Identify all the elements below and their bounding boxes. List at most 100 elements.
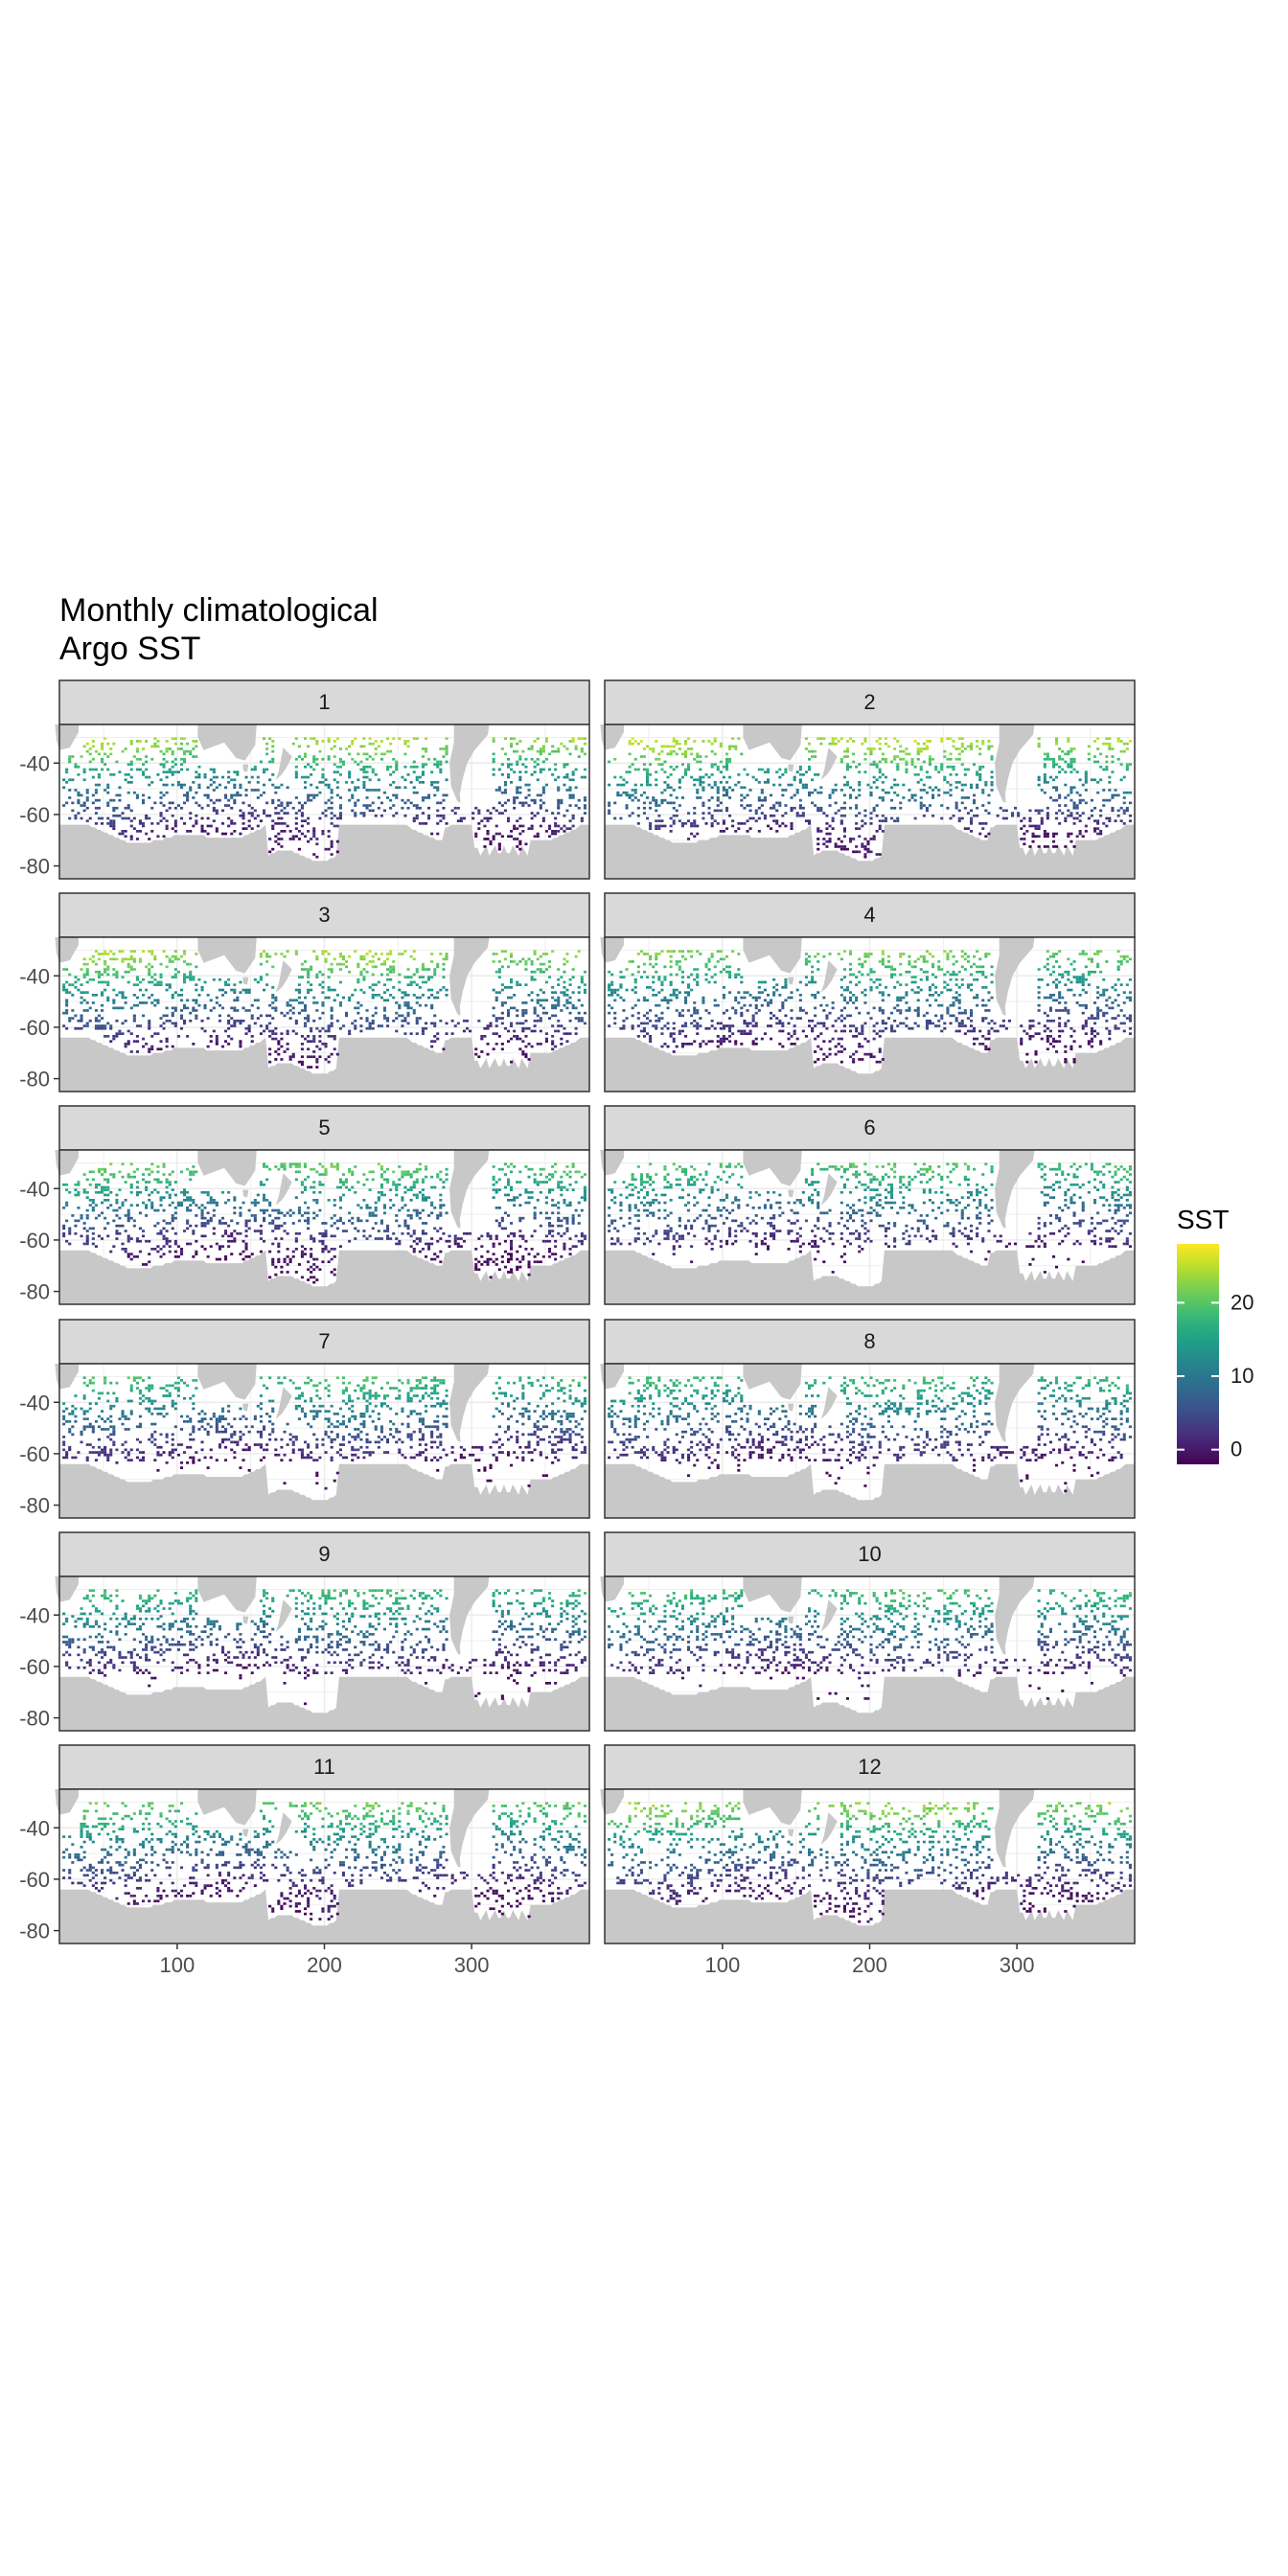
sst-cell: [494, 953, 498, 955]
sst-cell: [863, 1037, 867, 1041]
sst-cell: [619, 1026, 623, 1030]
sst-cell: [486, 1024, 490, 1027]
sst-cell: [896, 765, 900, 769]
sst-cell: [722, 775, 725, 779]
sst-cell: [544, 953, 548, 955]
sst-cell: [881, 1019, 885, 1023]
sst-cell: [660, 1011, 664, 1015]
sst-cell: [1084, 1019, 1088, 1023]
sst-cell: [277, 832, 281, 836]
sst-cell: [118, 814, 122, 817]
sst-cell: [186, 791, 190, 794]
sst-cell: [646, 1022, 650, 1025]
sst-cell: [541, 745, 545, 748]
sst-cell: [987, 991, 991, 994]
sst-cell: [335, 786, 339, 790]
sst-cell: [180, 763, 184, 766]
sst-cell: [672, 1022, 676, 1025]
sst-cell: [639, 740, 643, 743]
sst-cell: [669, 965, 673, 969]
sst-cell: [863, 847, 867, 851]
sst-cell: [849, 1014, 853, 1018]
sst-cell: [109, 1040, 113, 1043]
sst-cell: [233, 786, 237, 790]
sst-cell: [954, 991, 958, 994]
sst-cell: [304, 1037, 308, 1041]
sst-cell: [886, 965, 890, 969]
sst-cell: [233, 794, 237, 797]
sst-cell: [97, 1214, 101, 1217]
sst-cell: [652, 748, 656, 750]
sst-cell: [224, 804, 228, 807]
sst-cell: [101, 1026, 104, 1030]
sst-cell: [135, 978, 139, 981]
sst-cell: [186, 794, 190, 797]
sst-cell: [949, 988, 953, 992]
sst-cell: [1072, 976, 1076, 978]
sst-cell: [713, 980, 717, 984]
sst-cell: [354, 950, 357, 954]
sst-cell: [987, 748, 991, 750]
sst-cell: [1043, 965, 1046, 969]
sst-cell: [356, 965, 360, 969]
sst-cell: [445, 957, 448, 961]
sst-cell: [855, 827, 859, 830]
sst-cell: [215, 812, 218, 815]
sst-cell: [392, 757, 396, 761]
sst-cell: [218, 798, 221, 802]
sst-cell: [165, 775, 169, 779]
sst-cell: [91, 1199, 95, 1202]
sst-cell: [960, 745, 964, 748]
sst-cell: [642, 996, 646, 1000]
sst-cell: [672, 1040, 676, 1043]
sst-cell: [790, 796, 794, 799]
sst-cell: [265, 1024, 269, 1027]
sst-cell: [126, 781, 130, 784]
sst-cell: [445, 1022, 448, 1025]
sst-cell: [94, 768, 98, 771]
sst-cell: [963, 1032, 967, 1035]
sst-cell: [304, 1024, 308, 1027]
sst-cell: [713, 740, 717, 743]
sst-cell: [91, 954, 95, 958]
sst-cell: [666, 1045, 670, 1048]
sst-cell: [265, 768, 269, 771]
sst-cell: [852, 1052, 856, 1056]
sst-cell: [770, 827, 773, 830]
sst-cell: [866, 842, 870, 846]
sst-cell: [1061, 1029, 1065, 1033]
sst-cell: [571, 770, 575, 773]
sst-cell: [869, 748, 873, 750]
sst-cell: [307, 1055, 310, 1059]
sst-cell: [183, 783, 187, 787]
sst-cell: [230, 832, 234, 836]
sst-cell: [878, 827, 882, 830]
sst-cell: [577, 1011, 581, 1015]
sst-cell: [173, 737, 177, 741]
sst-cell: [1064, 770, 1068, 773]
sst-cell: [716, 1022, 720, 1025]
sst-cell: [696, 968, 700, 971]
sst-cell: [335, 1052, 339, 1056]
sst-cell: [925, 950, 929, 954]
sst-cell: [256, 1017, 260, 1020]
sst-cell: [304, 835, 308, 839]
sst-cell: [1037, 812, 1041, 815]
sst-cell: [814, 1024, 817, 1027]
sst-cell: [1090, 1014, 1093, 1018]
sst-cell: [707, 806, 711, 810]
sst-cell: [356, 978, 360, 981]
sst-cell: [613, 1017, 617, 1020]
sst-cell: [642, 962, 646, 966]
sst-cell: [88, 760, 92, 764]
sst-cell: [112, 819, 116, 822]
sst-cell: [577, 1019, 581, 1023]
sst-cell: [731, 745, 735, 748]
sst-cell: [669, 830, 673, 833]
sst-cell: [335, 850, 339, 854]
sst-cell: [798, 778, 802, 782]
sst-cell: [129, 809, 133, 813]
sst-cell: [642, 1026, 646, 1030]
sst-cell: [101, 816, 104, 820]
sst-cell: [1111, 806, 1115, 810]
